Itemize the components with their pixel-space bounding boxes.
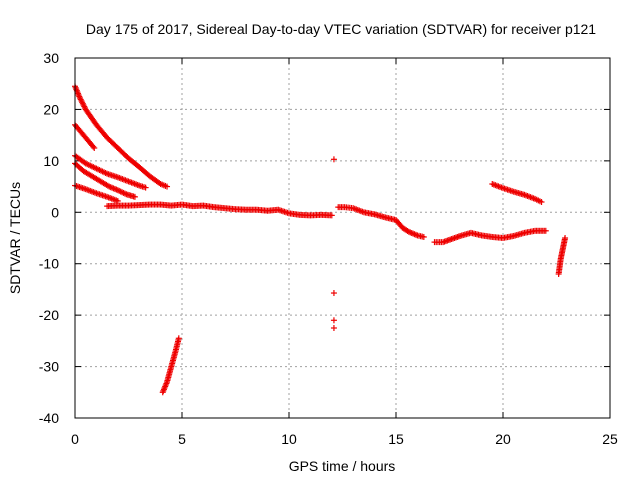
x-tick-label: 15 (388, 431, 404, 447)
data-point (328, 212, 335, 219)
data-point (538, 199, 545, 205)
x-tick-label: 10 (281, 431, 297, 447)
y-tick-label: 10 (43, 153, 59, 169)
data-point (330, 325, 337, 331)
data-point (420, 233, 427, 240)
data-point (142, 184, 149, 191)
y-tick-label: 30 (43, 50, 59, 66)
axis-ticks (74, 57, 611, 419)
y-tick-label: 0 (51, 204, 59, 220)
y-tick-label: -10 (39, 256, 59, 272)
y-axis-title: SDTVAR / TECUs (7, 182, 23, 294)
data-point (562, 235, 569, 241)
tick-labels: 0 5 10 15 20 25 -40 -30 -20 -10 0 10 20 30 (39, 50, 618, 447)
x-tick-label: 25 (602, 431, 618, 447)
data-point (330, 317, 337, 324)
data-point (91, 145, 98, 151)
x-tick-label: 0 (71, 431, 79, 447)
data-point (90, 143, 97, 150)
data-point (164, 183, 171, 190)
data-points (72, 83, 569, 396)
x-tick-label: 5 (178, 431, 186, 447)
data-point (330, 156, 337, 163)
data-point (330, 290, 337, 297)
data-point (542, 227, 549, 234)
y-tick-label: 20 (43, 101, 59, 117)
chart-title: Day 175 of 2017, Sidereal Day-to-day VTE… (86, 21, 596, 37)
data-point (175, 335, 182, 342)
plot-frame (74, 57, 611, 419)
grid-lines (75, 58, 610, 418)
y-tick-label: -40 (39, 410, 59, 426)
x-tick-label: 20 (495, 431, 511, 447)
y-tick-label: -20 (39, 307, 59, 323)
data-point (131, 193, 138, 200)
x-axis-title: GPS time / hours (289, 458, 396, 474)
y-tick-label: -30 (39, 359, 59, 375)
